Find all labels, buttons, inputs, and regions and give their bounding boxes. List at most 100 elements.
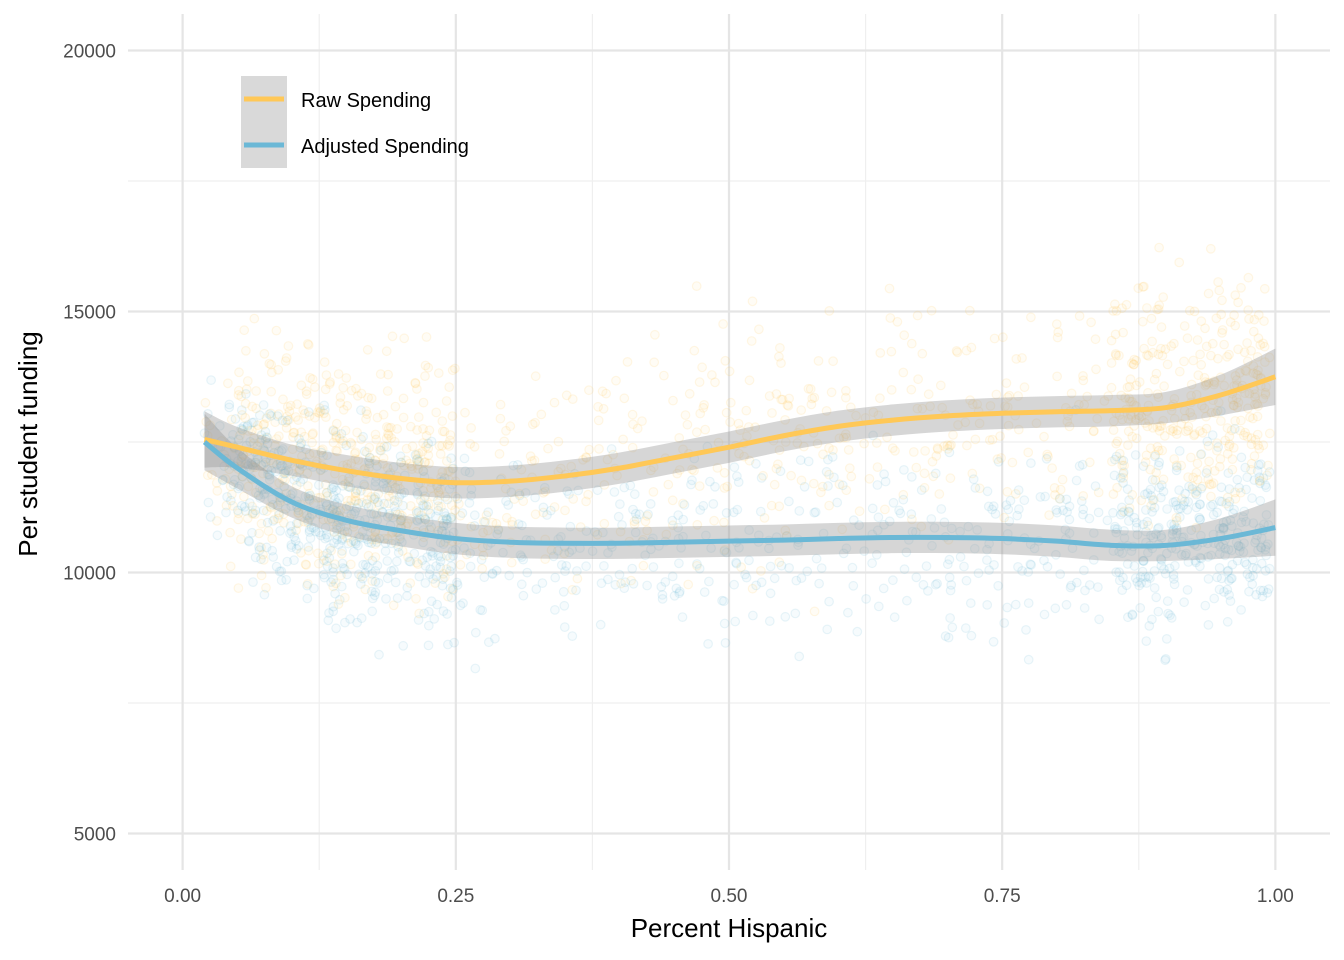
scatter-point xyxy=(206,469,217,480)
scatter-point xyxy=(1238,512,1249,522)
scatter-point xyxy=(667,495,678,506)
scatter-point xyxy=(301,389,312,400)
scatter-point xyxy=(1225,515,1236,526)
scatter-point xyxy=(908,447,919,457)
scatter-point xyxy=(868,407,879,418)
scatter-point xyxy=(336,548,347,559)
scatter-point xyxy=(1215,372,1226,383)
scatter-point xyxy=(1205,350,1216,361)
scatter-point xyxy=(273,364,284,375)
scatter-point xyxy=(751,580,761,591)
scatter-point xyxy=(345,614,356,624)
scatter-point xyxy=(824,306,835,316)
scatter-point xyxy=(361,414,371,425)
scatter-point xyxy=(356,405,366,416)
scatter-point xyxy=(1253,440,1263,451)
scatter-point xyxy=(310,382,320,393)
scatter-point xyxy=(1088,528,1099,538)
scatter-point xyxy=(1180,550,1191,561)
scatter-point xyxy=(571,585,581,596)
scatter-point xyxy=(412,489,423,500)
scatter-point xyxy=(349,448,360,459)
scatter-point xyxy=(683,579,694,590)
scatter-point xyxy=(1184,305,1195,316)
scatter-point xyxy=(1171,512,1182,523)
scatter-point xyxy=(407,464,417,475)
scatter-point xyxy=(898,489,909,500)
scatter-point xyxy=(370,455,380,466)
scatter-point xyxy=(256,460,267,471)
scatter-point xyxy=(832,497,843,508)
scatter-point xyxy=(1222,351,1232,362)
scatter-point xyxy=(539,482,550,493)
scatter-point xyxy=(890,445,900,456)
scatter-point xyxy=(1026,560,1036,570)
scatter-point xyxy=(1062,507,1072,517)
scatter-point xyxy=(731,557,741,568)
scatter-point xyxy=(380,546,391,556)
scatter-point xyxy=(1051,505,1062,515)
scatter-point xyxy=(412,384,422,394)
scatter-point xyxy=(264,471,275,481)
scatter-point xyxy=(1196,316,1207,327)
scatter-point xyxy=(234,430,245,441)
scatter-point xyxy=(1264,352,1275,363)
scatter-point xyxy=(1204,479,1215,490)
scatter-point xyxy=(1216,573,1227,584)
scatter-point xyxy=(921,561,932,571)
scatter-point xyxy=(673,510,684,520)
scatter-point xyxy=(1203,288,1214,299)
scatter-point xyxy=(282,411,293,422)
scatter-point xyxy=(358,559,369,570)
scatter-point xyxy=(359,446,370,457)
scatter-point xyxy=(236,391,247,402)
scatter-point xyxy=(233,456,243,466)
scatter-point xyxy=(1240,427,1250,438)
scatter-point xyxy=(821,406,832,416)
scatter-point xyxy=(373,488,384,499)
scatter-point xyxy=(943,632,954,643)
scatter-point xyxy=(226,414,237,425)
scatter-point xyxy=(807,393,818,404)
scatter-point xyxy=(947,622,958,633)
scatter-point xyxy=(1253,365,1263,376)
scatter-point xyxy=(550,605,560,615)
scatter-point xyxy=(1171,515,1182,526)
scatter-point xyxy=(233,583,244,593)
scatter-point xyxy=(464,467,475,478)
scatter-point xyxy=(596,578,607,589)
scatter-point xyxy=(1158,415,1169,426)
scatter-point xyxy=(501,512,512,523)
scatter-point xyxy=(1214,563,1225,573)
scatter-point xyxy=(516,552,527,562)
scatter-point xyxy=(894,505,904,516)
scatter-point xyxy=(1154,425,1165,436)
scatter-point xyxy=(445,552,456,563)
scatter-point xyxy=(982,486,993,497)
scatter-point xyxy=(951,346,962,356)
scatter-point xyxy=(388,512,398,523)
scatter-point xyxy=(314,527,325,538)
scatter-point xyxy=(1169,454,1180,464)
scatter-point xyxy=(399,487,410,498)
scatter-point xyxy=(1168,338,1179,349)
scatter-point xyxy=(1213,397,1224,408)
scatter-point xyxy=(744,555,754,566)
scatter-point xyxy=(671,583,682,594)
scatter-point xyxy=(441,511,451,521)
scatter-point xyxy=(205,512,216,522)
scatter-point xyxy=(1143,351,1154,361)
scatter-point xyxy=(423,640,434,651)
scatter-point xyxy=(304,411,315,421)
scatter-point xyxy=(304,524,315,535)
scatter-point xyxy=(321,412,331,423)
scatter-point xyxy=(353,540,363,551)
scatter-point xyxy=(1131,433,1142,444)
series-line xyxy=(203,374,1277,486)
scatter-point xyxy=(382,463,393,473)
scatter-point xyxy=(1252,466,1263,476)
scatter-point xyxy=(1213,442,1223,453)
scatter-point xyxy=(1214,496,1225,507)
scatter-point xyxy=(316,447,327,458)
scatter-point xyxy=(445,566,455,576)
